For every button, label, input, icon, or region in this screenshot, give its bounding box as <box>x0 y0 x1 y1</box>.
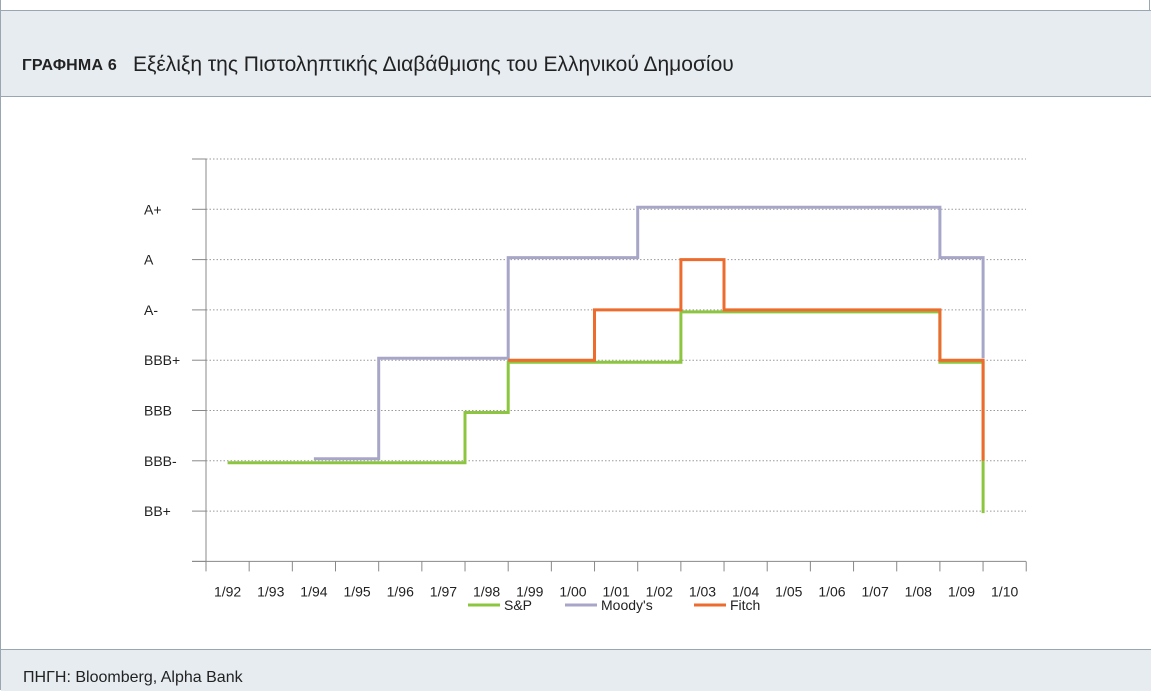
x-tick-label: 1/98 <box>473 583 500 599</box>
x-tick-label: 1/95 <box>343 583 370 599</box>
figure-number: ΓΡΑΦΗΜΑ 6 <box>22 57 117 74</box>
x-tick-label: 1/96 <box>387 583 414 599</box>
source-note: ΠΗΓΗ: Bloomberg, Alpha Bank <box>23 669 243 686</box>
y-tick-label: BBB+ <box>144 352 180 368</box>
x-tick-label: 1/06 <box>818 583 845 599</box>
y-tick-label: A <box>144 252 154 268</box>
figure-footer: ΠΗΓΗ: Bloomberg, Alpha Bank <box>1 649 1151 691</box>
x-tick-label: 1/10 <box>991 583 1018 599</box>
x-tick-label: 1/02 <box>646 583 673 599</box>
figure-header: ΓΡΑΦΗΜΑ 6 Εξέλιξη της Πιστοληπτικής Διαβ… <box>1 10 1151 97</box>
x-tick-label: 1/01 <box>602 583 629 599</box>
series-line-fitch <box>508 258 985 461</box>
x-tick-label: 1/08 <box>905 583 932 599</box>
y-tick-label: BB+ <box>144 503 171 519</box>
y-tick-label: BBB <box>144 403 172 419</box>
plot-area: BB+ BBB- BBB BBB+ A- A A+ 1/92 1/93 1/94 1/95 1/96 1… <box>1 97 1151 649</box>
y-tick-label: BBB- <box>144 453 177 469</box>
axis-layer: BB+ BBB- BBB BBB+ A- A A+ 1/92 1/93 1/94 1/95 1/96 1… <box>144 158 1027 599</box>
series-line-moody-s <box>313 205 985 461</box>
x-tick-label: 1/04 <box>732 583 759 599</box>
x-tick-label: 1/94 <box>300 583 327 599</box>
legend-label: Moody's <box>601 597 653 613</box>
y-tick-label: A- <box>144 302 158 318</box>
x-tick-label: 1/97 <box>430 583 457 599</box>
x-tick-label: 1/92 <box>214 583 241 599</box>
x-tick-label: 1/09 <box>948 583 975 599</box>
series-layer <box>227 205 985 514</box>
series-line-s-p <box>227 310 985 514</box>
legend-label: Fitch <box>730 597 760 613</box>
x-tick-label: 1/00 <box>559 583 586 599</box>
x-tick-label: 1/07 <box>862 583 889 599</box>
x-tick-label: 1/93 <box>257 583 284 599</box>
y-tick-label: A+ <box>144 201 162 217</box>
x-tick-label: 1/03 <box>689 583 716 599</box>
figure-title: Εξέλιξη της Πιστοληπτικής Διαβάθμισης το… <box>133 53 734 76</box>
legend-layer: S&P Moody's Fitch <box>468 597 760 613</box>
x-tick-label: 1/99 <box>516 583 543 599</box>
legend-label: S&P <box>504 597 532 613</box>
rating-step-chart: BB+ BBB- BBB BBB+ A- A A+ 1/92 1/93 1/94 1/95 1/96 1… <box>144 158 1027 613</box>
x-tick-label: 1/05 <box>775 583 802 599</box>
